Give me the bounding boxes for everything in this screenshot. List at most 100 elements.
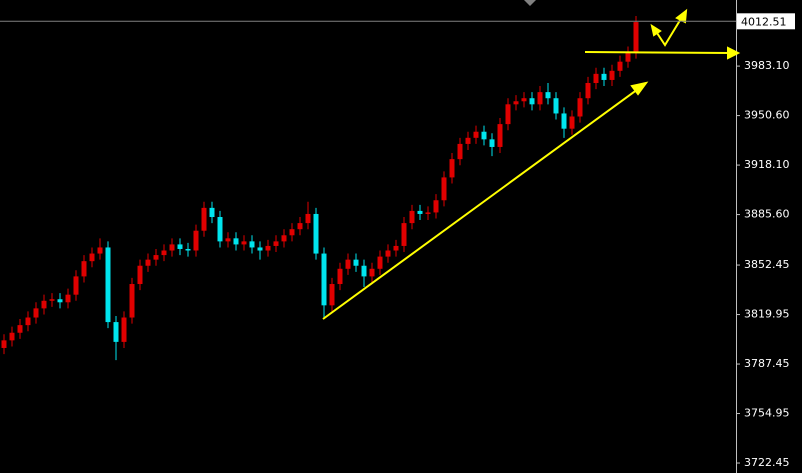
candle-body	[393, 245, 399, 251]
candle-body	[481, 131, 487, 140]
candle-body	[225, 238, 231, 242]
candle-body	[401, 223, 407, 246]
candle-body	[89, 253, 95, 262]
candle-body	[81, 261, 87, 277]
candle-body	[153, 255, 159, 260]
candle-body	[209, 207, 215, 218]
candle-body	[73, 276, 79, 295]
candle-body	[361, 265, 367, 277]
candle-body	[385, 250, 391, 257]
scroll-marker	[524, 0, 536, 6]
last-price-box	[737, 13, 795, 30]
candle-body	[57, 299, 63, 303]
candle-body	[25, 317, 31, 326]
candle-body	[337, 268, 343, 285]
candle-body	[505, 104, 511, 125]
y-tick-label: 3885.60	[744, 208, 790, 221]
annotations	[322, 8, 741, 320]
candle-body	[553, 98, 559, 114]
candle-body	[201, 207, 207, 231]
candle-body	[41, 300, 47, 309]
candle-body	[169, 244, 175, 251]
candle-body	[249, 241, 255, 248]
candle-body	[137, 265, 143, 285]
candle-body	[113, 322, 119, 342]
candle-body	[33, 308, 39, 318]
candle-body	[305, 213, 311, 224]
candle-body	[609, 70, 615, 80]
y-tick-label: 3983.10	[744, 59, 790, 72]
candle-body	[297, 223, 303, 230]
candle-body	[353, 259, 359, 266]
candle-body	[273, 241, 279, 246]
candle-body	[577, 98, 583, 117]
candle-body	[97, 247, 103, 254]
candle-body	[409, 210, 415, 224]
candle-body	[233, 238, 239, 245]
last-price-label: 4012.51	[741, 15, 787, 28]
level-arrow	[584, 51, 731, 54]
candle-body	[177, 244, 183, 249]
candle-body	[257, 247, 263, 251]
y-tick-label: 3722.45	[744, 456, 790, 469]
arrow-head	[727, 46, 741, 60]
candle-body	[529, 98, 535, 105]
arrow-head	[650, 23, 662, 37]
candle-body	[377, 256, 383, 269]
candle-body	[217, 217, 223, 242]
candle-body	[425, 212, 431, 214]
y-tick-label: 3950.60	[744, 109, 790, 122]
candle-body	[17, 325, 23, 333]
y-tick-label: 3819.95	[744, 308, 790, 321]
candle-body	[289, 229, 295, 236]
candle-body	[489, 139, 495, 147]
candle-body	[633, 22, 639, 53]
candle-body	[569, 116, 575, 129]
candle-body	[1, 340, 7, 348]
candle-body	[521, 98, 527, 102]
y-tick-label: 3787.45	[744, 357, 790, 370]
y-tick-label: 3754.95	[744, 407, 790, 420]
candle-body	[545, 92, 551, 99]
arrow-head	[675, 8, 688, 24]
candle-body	[49, 299, 55, 301]
candle-body	[585, 82, 591, 99]
candle-body	[345, 259, 351, 269]
candle-body	[537, 92, 543, 105]
candle-body	[185, 248, 191, 251]
candle-body	[145, 259, 151, 266]
candle-body	[561, 113, 567, 129]
y-tick-label: 3918.10	[744, 158, 790, 171]
candle-body	[329, 284, 335, 306]
candle-body	[465, 137, 471, 144]
candle-body	[449, 159, 455, 178]
projection-arrow	[654, 16, 683, 47]
candle-body	[473, 131, 479, 138]
candle-body	[193, 230, 199, 251]
candle-body	[321, 253, 327, 306]
candle-body	[121, 317, 127, 342]
candle-body	[369, 268, 375, 277]
plot-area	[1, 15, 639, 361]
candle-body	[433, 200, 439, 213]
candle-body	[161, 250, 167, 256]
candle-body	[241, 241, 247, 245]
candle-body	[617, 61, 623, 71]
candle-body	[441, 177, 447, 201]
candle-body	[497, 124, 503, 147]
candle-body	[65, 294, 71, 303]
candle-body	[457, 143, 463, 160]
candle-body	[417, 210, 423, 214]
y-tick-label: 3852.45	[744, 258, 790, 271]
candle-body	[129, 284, 135, 318]
candle-body	[593, 73, 599, 83]
candle-body	[513, 101, 519, 105]
candle-body	[105, 247, 111, 323]
candle-body	[9, 332, 15, 341]
candle-body	[281, 235, 287, 242]
candle-body	[265, 245, 271, 251]
candle-body	[313, 213, 319, 254]
candle-body	[601, 73, 607, 80]
trend-arrow	[322, 88, 639, 320]
